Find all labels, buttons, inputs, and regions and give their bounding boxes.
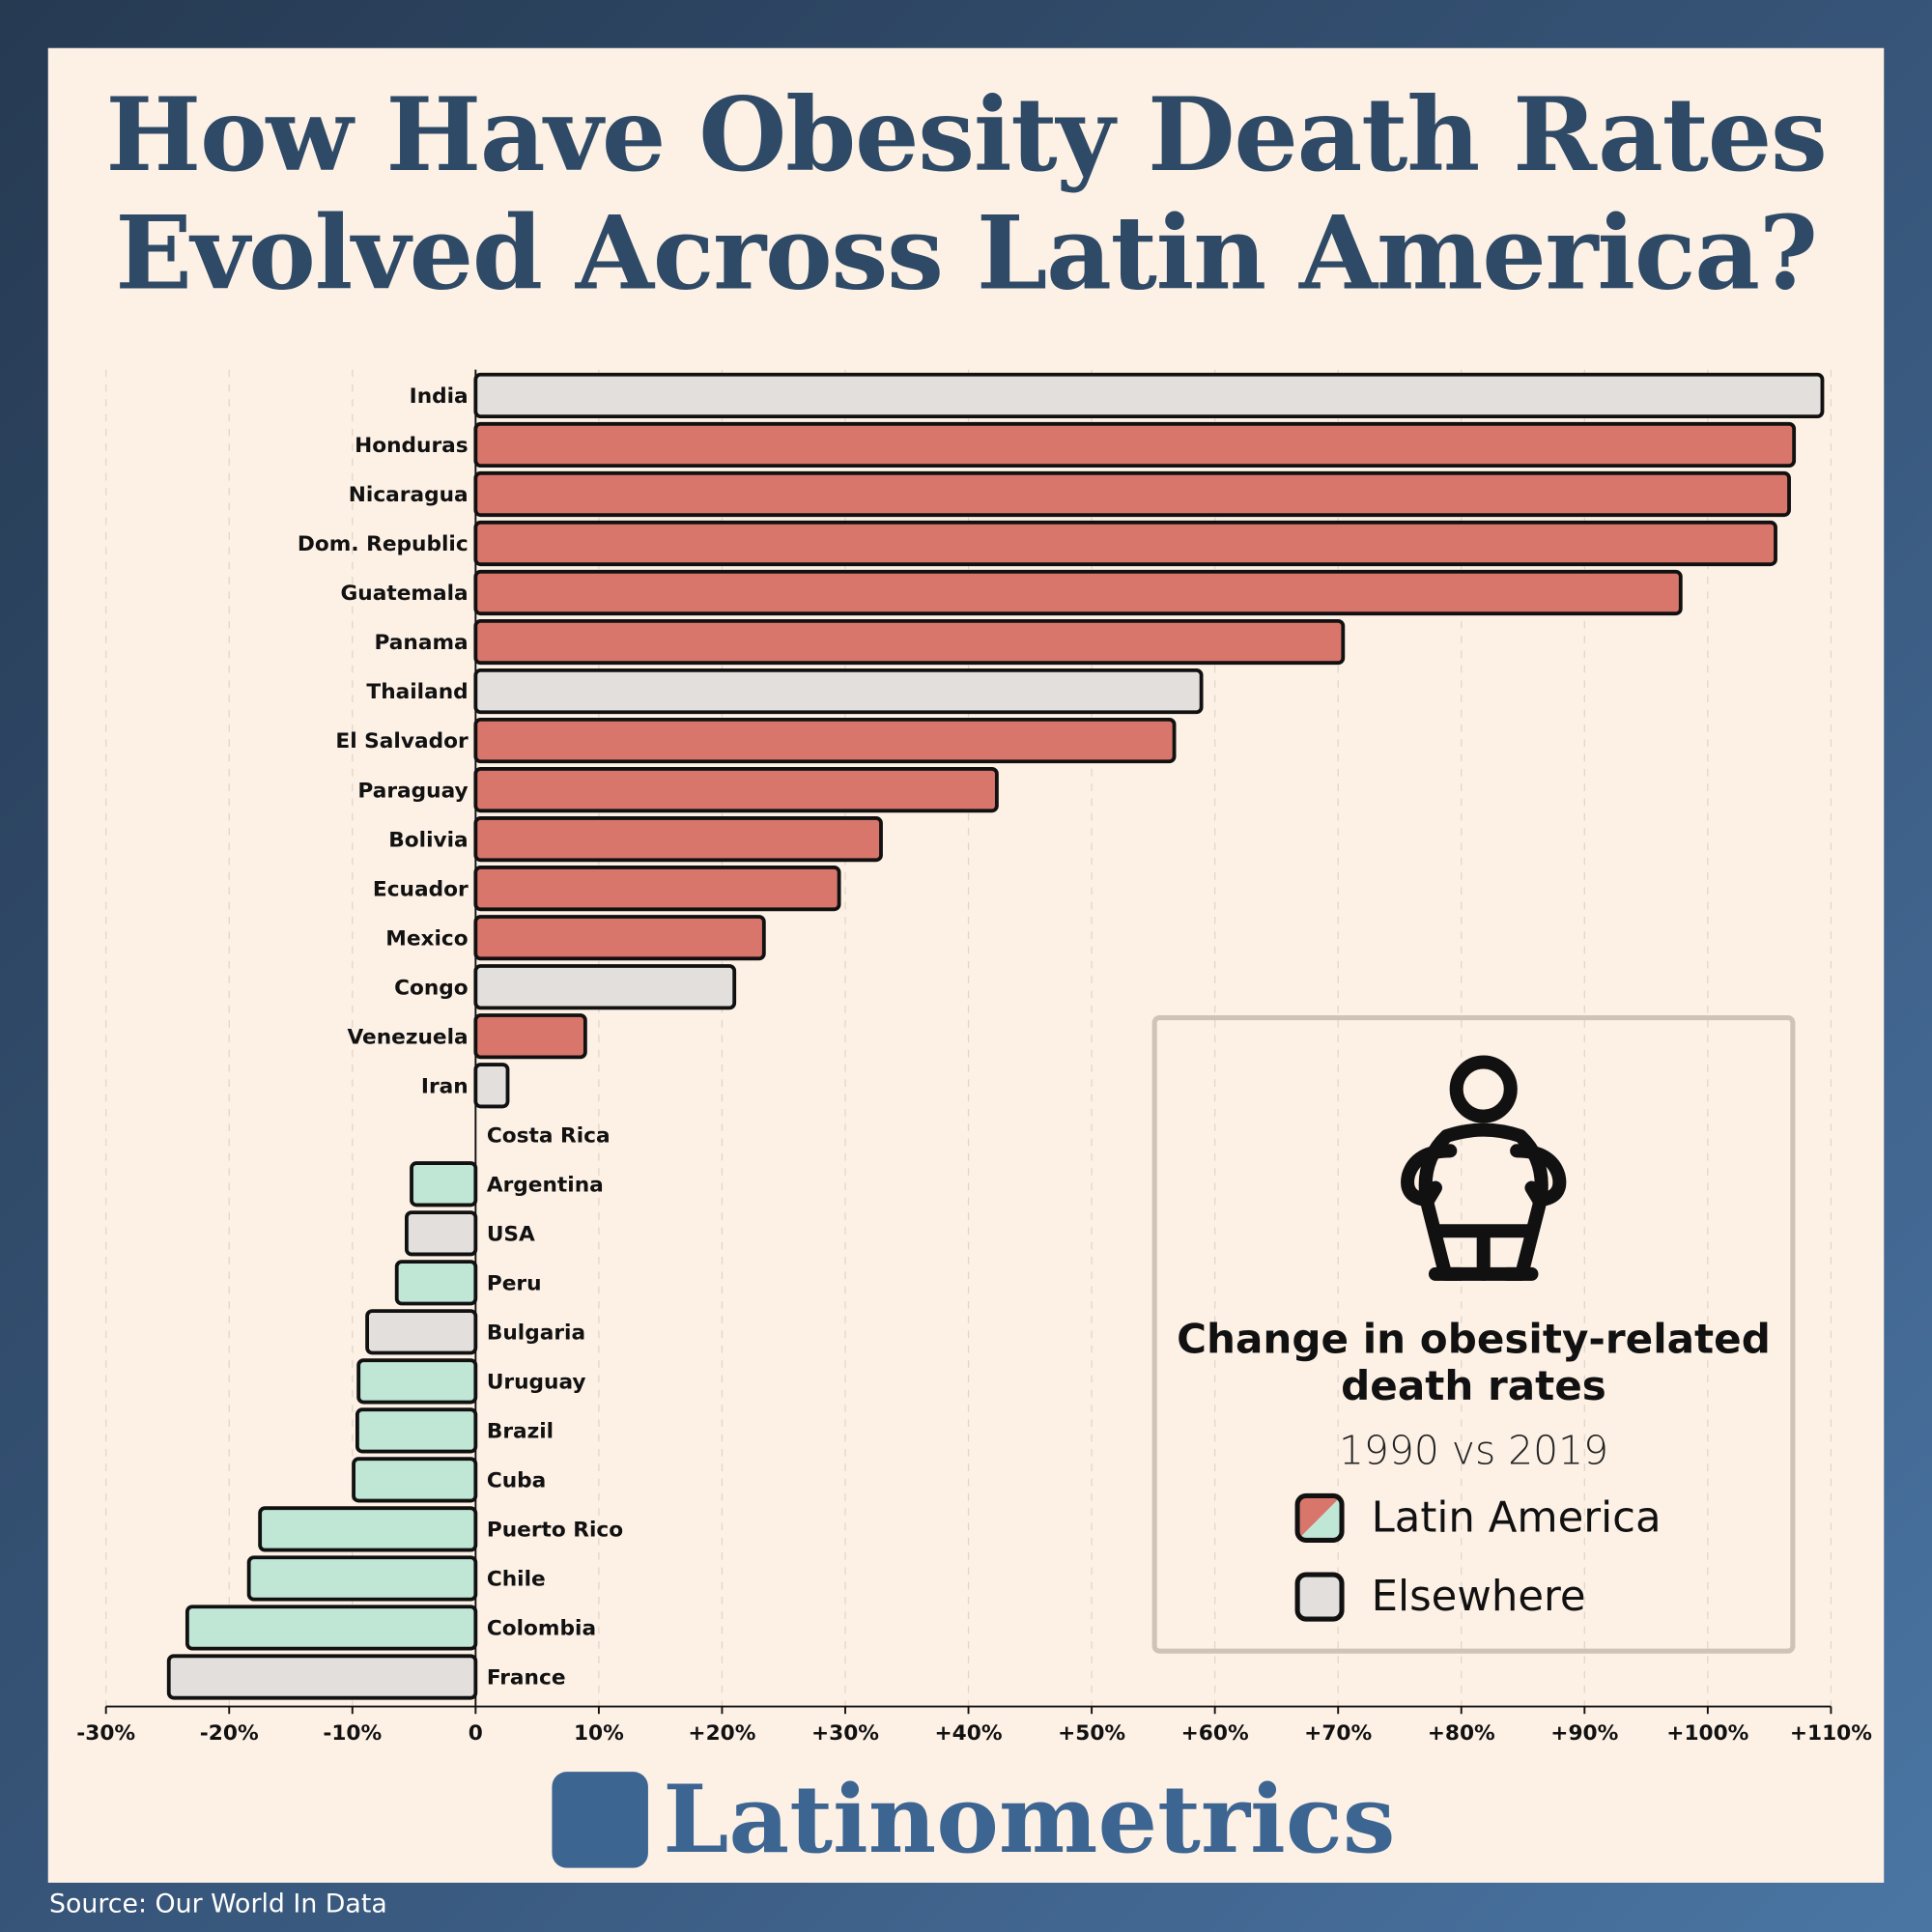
bar-dom-republic: [473, 520, 1777, 567]
bar-ecuador: [473, 866, 841, 912]
legend-subtitle: 1990 vs 2019: [1338, 1427, 1609, 1474]
bar-colombia: [185, 1605, 478, 1651]
category-label: USA: [487, 1222, 535, 1246]
category-label: Paraguay: [357, 779, 468, 803]
bar-venezuela: [473, 1013, 587, 1060]
x-tick-label: +70%: [1304, 1721, 1372, 1746]
bar-bulgaria: [365, 1309, 478, 1355]
bar-congo: [473, 964, 737, 1010]
bar-india: [473, 372, 1825, 419]
bar-peru: [394, 1260, 478, 1306]
legend-label: Latin America: [1371, 1492, 1662, 1543]
x-tick-label: +20%: [688, 1721, 755, 1746]
source-note: Source: Our World In Data: [49, 1889, 387, 1918]
bar-panama: [473, 618, 1346, 666]
x-tick-label: +100%: [1666, 1721, 1748, 1746]
x-tick-label: +30%: [811, 1721, 879, 1746]
obese-person-icon: [1401, 1055, 1567, 1281]
category-label: Puerto Rico: [487, 1519, 623, 1543]
bar-guatemala: [473, 569, 1683, 616]
category-label: Costa Rica: [487, 1123, 611, 1148]
bar-puerto-rico: [258, 1506, 478, 1552]
legend: Change in obesity-related death rates 19…: [1151, 1015, 1796, 1654]
category-label: Nicaragua: [349, 483, 469, 507]
category-label: Colombia: [487, 1617, 596, 1641]
bar-thailand: [473, 668, 1204, 715]
category-label: Honduras: [355, 434, 469, 458]
category-label: Peru: [487, 1271, 542, 1295]
x-tick-label: +60%: [1181, 1721, 1249, 1746]
category-label: Brazil: [487, 1420, 554, 1444]
bar-mexico: [473, 915, 766, 961]
bar-france: [166, 1654, 478, 1700]
legend-label: Elsewhere: [1371, 1572, 1586, 1622]
category-label: France: [487, 1666, 566, 1690]
legend-title: Change in obesity-related death rates: [1177, 1314, 1771, 1410]
legend-item-elsewhere: Elsewhere: [1294, 1572, 1586, 1622]
bar-honduras: [473, 421, 1797, 469]
category-label: Dom. Republic: [298, 532, 469, 556]
title-line-2: Evolved Across Latin America?: [115, 194, 1818, 313]
bar-uruguay: [356, 1358, 478, 1405]
x-tick-label: +80%: [1428, 1721, 1495, 1746]
legend-swatch: [1294, 1492, 1345, 1543]
category-label: Congo: [394, 976, 469, 1000]
latin-america-map-icon: [552, 1771, 648, 1868]
x-tick-label: -20%: [200, 1721, 259, 1746]
category-label: Thailand: [366, 680, 468, 704]
bar-paraguay: [473, 767, 999, 813]
bar-nicaragua: [473, 470, 1791, 518]
category-label: Panama: [375, 631, 469, 655]
bar-usa: [405, 1210, 478, 1257]
page-title: How Have Obesity Death Rates Evolved Acr…: [48, 76, 1885, 313]
x-tick-label: +50%: [1058, 1721, 1125, 1746]
brand-logo: Latinometrics: [552, 1764, 1396, 1875]
legend-swatch: [1294, 1572, 1345, 1622]
x-tick-label: 0: [469, 1721, 483, 1746]
x-tick-label: -10%: [323, 1721, 382, 1746]
category-label: Iran: [421, 1074, 469, 1098]
bar-argentina: [410, 1161, 478, 1208]
category-label: Guatemala: [341, 582, 469, 606]
bar-iran: [473, 1063, 510, 1109]
category-label: India: [410, 384, 469, 409]
category-label: Venezuela: [347, 1025, 468, 1049]
x-tick-label: -30%: [76, 1721, 135, 1746]
brand-name: Latinometrics: [663, 1764, 1396, 1875]
bar-el-salvador: [473, 717, 1177, 764]
bar-chile: [246, 1555, 478, 1602]
x-tick-label: 10%: [574, 1721, 624, 1746]
category-label: Mexico: [385, 926, 468, 951]
category-label: Ecuador: [373, 877, 469, 901]
bar-brazil: [355, 1407, 478, 1454]
category-label: Chile: [487, 1568, 546, 1592]
legend-item-latin-america: Latin America: [1294, 1492, 1662, 1543]
x-tick-label: +110%: [1790, 1721, 1872, 1746]
bar-bolivia: [473, 816, 883, 863]
category-label: El Salvador: [335, 729, 469, 753]
category-label: Uruguay: [487, 1370, 586, 1394]
x-tick-label: +40%: [935, 1721, 1003, 1746]
bar-cuba: [352, 1457, 478, 1503]
title-line-1: How Have Obesity Death Rates: [105, 76, 1827, 195]
x-tick-label: +90%: [1550, 1721, 1618, 1746]
category-label: Bulgaria: [487, 1321, 585, 1345]
category-label: Argentina: [487, 1173, 604, 1197]
category-label: Cuba: [487, 1469, 546, 1493]
category-label: Bolivia: [388, 828, 468, 852]
